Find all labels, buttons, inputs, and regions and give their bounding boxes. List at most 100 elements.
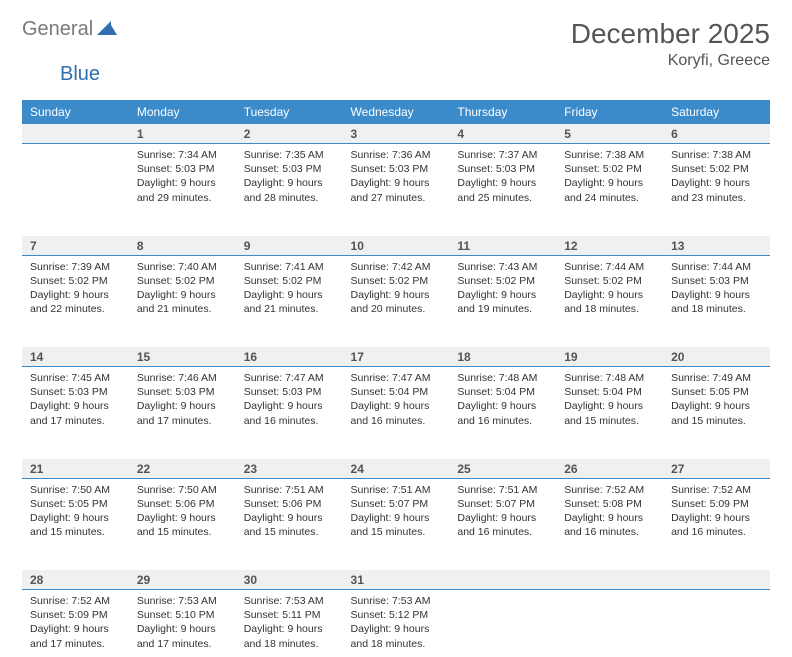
week-content-row: Sunrise: 7:45 AMSunset: 5:03 PMDaylight:…	[22, 367, 770, 459]
sunrise-text: Sunrise: 7:51 AM	[457, 483, 548, 497]
sunset-text: Sunset: 5:10 PM	[137, 608, 228, 622]
day-number-cell: 14	[22, 347, 129, 367]
sunset-text: Sunset: 5:05 PM	[671, 385, 762, 399]
week-content-row: Sunrise: 7:50 AMSunset: 5:05 PMDaylight:…	[22, 478, 770, 570]
daylight-text: Daylight: 9 hours and 16 minutes.	[244, 399, 335, 427]
day-content-cell: Sunrise: 7:46 AMSunset: 5:03 PMDaylight:…	[129, 367, 236, 459]
sunrise-text: Sunrise: 7:37 AM	[457, 148, 548, 162]
sunrise-text: Sunrise: 7:34 AM	[137, 148, 228, 162]
day-number-cell: 19	[556, 347, 663, 367]
sunrise-text: Sunrise: 7:47 AM	[351, 371, 442, 385]
sunset-text: Sunset: 5:07 PM	[457, 497, 548, 511]
week-number-row: 78910111213	[22, 236, 770, 256]
day-number-cell	[663, 570, 770, 590]
day-content-cell: Sunrise: 7:44 AMSunset: 5:02 PMDaylight:…	[556, 255, 663, 347]
sunset-text: Sunset: 5:05 PM	[30, 497, 121, 511]
sunset-text: Sunset: 5:03 PM	[244, 385, 335, 399]
daylight-text: Daylight: 9 hours and 15 minutes.	[30, 511, 121, 539]
sunset-text: Sunset: 5:03 PM	[244, 162, 335, 176]
daylight-text: Daylight: 9 hours and 19 minutes.	[457, 288, 548, 316]
sunrise-text: Sunrise: 7:48 AM	[457, 371, 548, 385]
daylight-text: Daylight: 9 hours and 16 minutes.	[671, 511, 762, 539]
day-content-cell	[663, 590, 770, 657]
sunrise-text: Sunrise: 7:49 AM	[671, 371, 762, 385]
day-number-cell: 15	[129, 347, 236, 367]
day-number-cell: 25	[449, 459, 556, 479]
sunset-text: Sunset: 5:07 PM	[351, 497, 442, 511]
day-number-cell: 6	[663, 124, 770, 144]
day-number-cell: 24	[343, 459, 450, 479]
daylight-text: Daylight: 9 hours and 18 minutes.	[671, 288, 762, 316]
daylight-text: Daylight: 9 hours and 15 minutes.	[137, 511, 228, 539]
sunrise-text: Sunrise: 7:45 AM	[30, 371, 121, 385]
day-content-cell: Sunrise: 7:53 AMSunset: 5:11 PMDaylight:…	[236, 590, 343, 657]
daylight-text: Daylight: 9 hours and 17 minutes.	[30, 622, 121, 650]
day-number-cell: 17	[343, 347, 450, 367]
week-number-row: 28293031	[22, 570, 770, 590]
day-number-cell: 21	[22, 459, 129, 479]
day-content-cell: Sunrise: 7:37 AMSunset: 5:03 PMDaylight:…	[449, 144, 556, 236]
daylight-text: Daylight: 9 hours and 29 minutes.	[137, 176, 228, 204]
sunrise-text: Sunrise: 7:41 AM	[244, 260, 335, 274]
day-content-cell: Sunrise: 7:38 AMSunset: 5:02 PMDaylight:…	[663, 144, 770, 236]
day-number-cell: 18	[449, 347, 556, 367]
header-tuesday: Tuesday	[236, 100, 343, 124]
day-content-cell: Sunrise: 7:34 AMSunset: 5:03 PMDaylight:…	[129, 144, 236, 236]
logo: General	[22, 18, 119, 41]
day-content-cell: Sunrise: 7:52 AMSunset: 5:09 PMDaylight:…	[663, 478, 770, 570]
day-content-cell: Sunrise: 7:53 AMSunset: 5:10 PMDaylight:…	[129, 590, 236, 657]
day-number-cell	[556, 570, 663, 590]
sunset-text: Sunset: 5:03 PM	[671, 274, 762, 288]
sunset-text: Sunset: 5:04 PM	[457, 385, 548, 399]
day-number-cell: 10	[343, 236, 450, 256]
daylight-text: Daylight: 9 hours and 18 minutes.	[244, 622, 335, 650]
sunset-text: Sunset: 5:02 PM	[30, 274, 121, 288]
sunrise-text: Sunrise: 7:52 AM	[671, 483, 762, 497]
sunrise-text: Sunrise: 7:38 AM	[564, 148, 655, 162]
sunrise-text: Sunrise: 7:51 AM	[351, 483, 442, 497]
daylight-text: Daylight: 9 hours and 16 minutes.	[351, 399, 442, 427]
sunrise-text: Sunrise: 7:48 AM	[564, 371, 655, 385]
sunrise-text: Sunrise: 7:52 AM	[30, 594, 121, 608]
day-content-cell: Sunrise: 7:38 AMSunset: 5:02 PMDaylight:…	[556, 144, 663, 236]
daylight-text: Daylight: 9 hours and 17 minutes.	[137, 622, 228, 650]
day-number-cell: 7	[22, 236, 129, 256]
day-content-cell: Sunrise: 7:41 AMSunset: 5:02 PMDaylight:…	[236, 255, 343, 347]
logo-text-blue: Blue	[60, 63, 100, 85]
sunset-text: Sunset: 5:02 PM	[244, 274, 335, 288]
day-content-cell: Sunrise: 7:51 AMSunset: 5:07 PMDaylight:…	[449, 478, 556, 570]
daylight-text: Daylight: 9 hours and 16 minutes.	[564, 511, 655, 539]
daylight-text: Daylight: 9 hours and 24 minutes.	[564, 176, 655, 204]
day-content-cell: Sunrise: 7:36 AMSunset: 5:03 PMDaylight:…	[343, 144, 450, 236]
sunrise-text: Sunrise: 7:38 AM	[671, 148, 762, 162]
day-content-cell: Sunrise: 7:35 AMSunset: 5:03 PMDaylight:…	[236, 144, 343, 236]
day-number-cell: 3	[343, 124, 450, 144]
day-number-cell: 16	[236, 347, 343, 367]
sunset-text: Sunset: 5:09 PM	[671, 497, 762, 511]
day-header-row: Sunday Monday Tuesday Wednesday Thursday…	[22, 100, 770, 124]
day-content-cell: Sunrise: 7:51 AMSunset: 5:07 PMDaylight:…	[343, 478, 450, 570]
week-number-row: 14151617181920	[22, 347, 770, 367]
day-content-cell: Sunrise: 7:48 AMSunset: 5:04 PMDaylight:…	[556, 367, 663, 459]
sunset-text: Sunset: 5:06 PM	[137, 497, 228, 511]
day-content-cell: Sunrise: 7:44 AMSunset: 5:03 PMDaylight:…	[663, 255, 770, 347]
sunrise-text: Sunrise: 7:47 AM	[244, 371, 335, 385]
day-number-cell: 5	[556, 124, 663, 144]
sunset-text: Sunset: 5:02 PM	[457, 274, 548, 288]
daylight-text: Daylight: 9 hours and 15 minutes.	[244, 511, 335, 539]
week-number-row: 123456	[22, 124, 770, 144]
day-number-cell: 9	[236, 236, 343, 256]
daylight-text: Daylight: 9 hours and 28 minutes.	[244, 176, 335, 204]
daylight-text: Daylight: 9 hours and 23 minutes.	[671, 176, 762, 204]
logo-text-general: General	[22, 18, 93, 41]
page-title: December 2025	[571, 18, 770, 50]
daylight-text: Daylight: 9 hours and 17 minutes.	[30, 399, 121, 427]
calendar-table: Sunday Monday Tuesday Wednesday Thursday…	[22, 100, 770, 657]
day-content-cell: Sunrise: 7:48 AMSunset: 5:04 PMDaylight:…	[449, 367, 556, 459]
header-monday: Monday	[129, 100, 236, 124]
week-content-row: Sunrise: 7:52 AMSunset: 5:09 PMDaylight:…	[22, 590, 770, 657]
daylight-text: Daylight: 9 hours and 16 minutes.	[457, 399, 548, 427]
day-content-cell: Sunrise: 7:49 AMSunset: 5:05 PMDaylight:…	[663, 367, 770, 459]
day-content-cell	[449, 590, 556, 657]
day-content-cell: Sunrise: 7:50 AMSunset: 5:05 PMDaylight:…	[22, 478, 129, 570]
